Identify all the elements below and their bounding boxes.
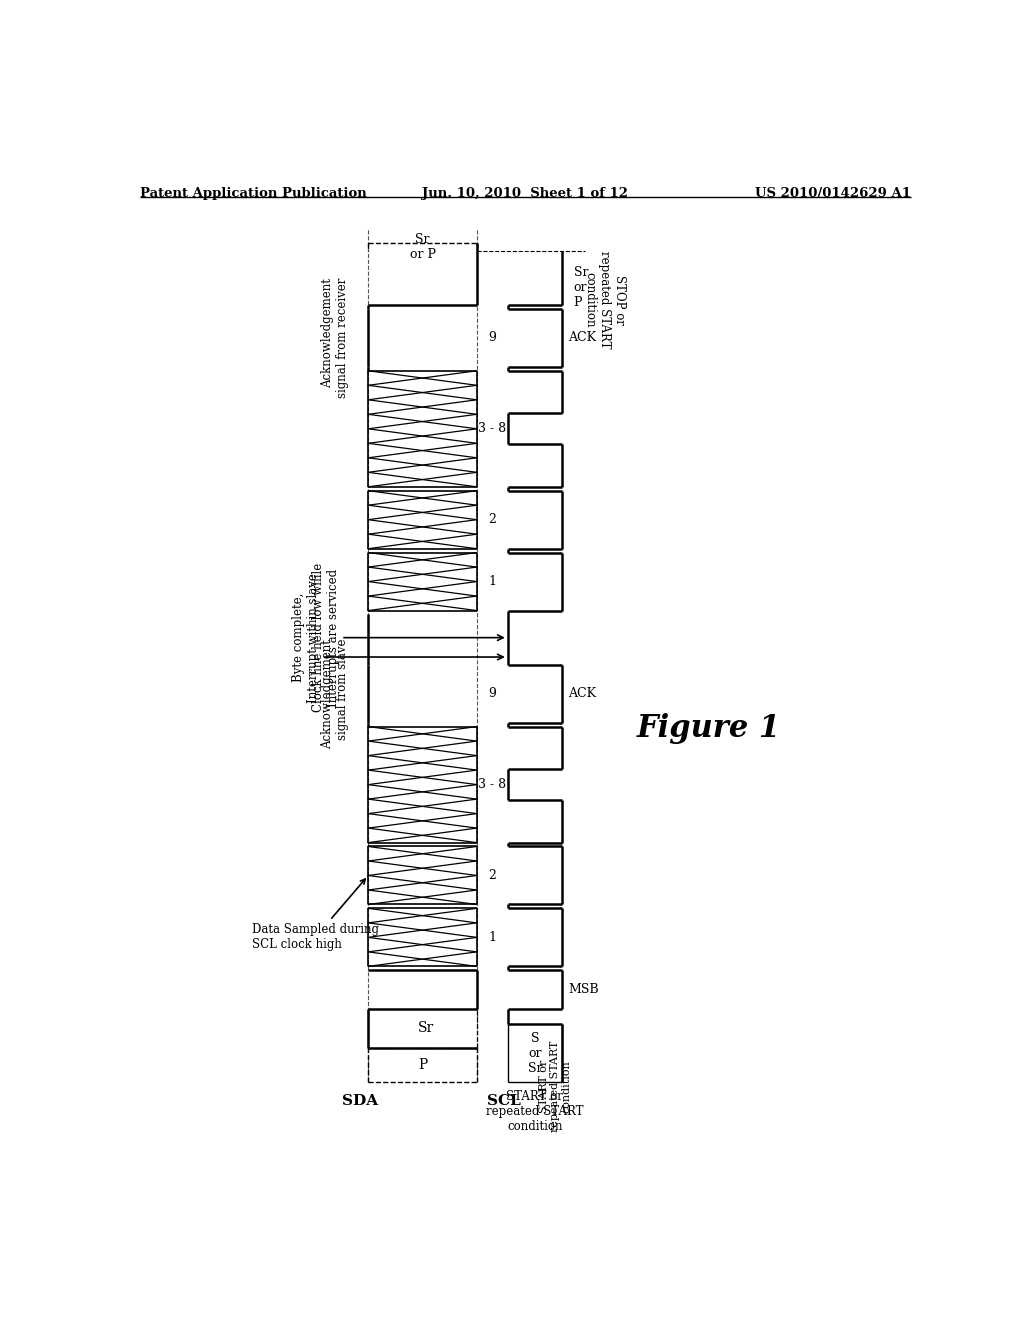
Text: 3 - 8: 3 - 8 <box>478 422 506 436</box>
Text: US 2010/0142629 A1: US 2010/0142629 A1 <box>755 187 910 199</box>
Text: MSB: MSB <box>568 983 599 997</box>
Text: START or
repeated START
condition: START or repeated START condition <box>486 1090 584 1133</box>
Text: 1: 1 <box>488 931 497 944</box>
Text: SDA: SDA <box>342 1094 379 1107</box>
Text: Byte complete,
Interrupt within slave: Byte complete, Interrupt within slave <box>292 573 321 702</box>
Text: 3 - 8: 3 - 8 <box>478 777 506 791</box>
Text: Sr: Sr <box>418 1022 434 1035</box>
Text: 2: 2 <box>488 513 497 527</box>
Text: Acknowledgement
signal from receiver: Acknowledgement signal from receiver <box>321 277 349 399</box>
Text: Figure 1: Figure 1 <box>637 713 781 743</box>
Text: 1: 1 <box>488 576 497 589</box>
Text: Acknowledgement
signal from slave: Acknowledgement signal from slave <box>321 639 349 748</box>
Text: Patent Application Publication: Patent Application Publication <box>139 187 367 199</box>
Text: Sr
or
P: Sr or P <box>573 267 588 309</box>
Text: Data Sampled during
SCL clock high: Data Sampled during SCL clock high <box>252 879 379 952</box>
Text: SCL: SCL <box>487 1094 521 1107</box>
Text: START or
repeated START
condition: START or repeated START condition <box>539 1040 572 1131</box>
Text: STOP or
repeated START
condition: STOP or repeated START condition <box>583 251 626 348</box>
Text: 2: 2 <box>488 869 497 882</box>
Text: ACK: ACK <box>568 331 596 345</box>
Text: ACK: ACK <box>568 688 596 700</box>
Text: Jun. 10, 2010  Sheet 1 of 12: Jun. 10, 2010 Sheet 1 of 12 <box>422 187 628 199</box>
Text: S
or
Sr: S or Sr <box>527 1032 542 1074</box>
Text: 9: 9 <box>488 331 497 345</box>
Text: Clock line held low while
Interrupts are serviced: Clock line held low while Interrupts are… <box>311 564 340 713</box>
Text: Sr
or P: Sr or P <box>410 234 435 261</box>
Text: P: P <box>418 1057 427 1072</box>
Text: 9: 9 <box>488 688 497 700</box>
